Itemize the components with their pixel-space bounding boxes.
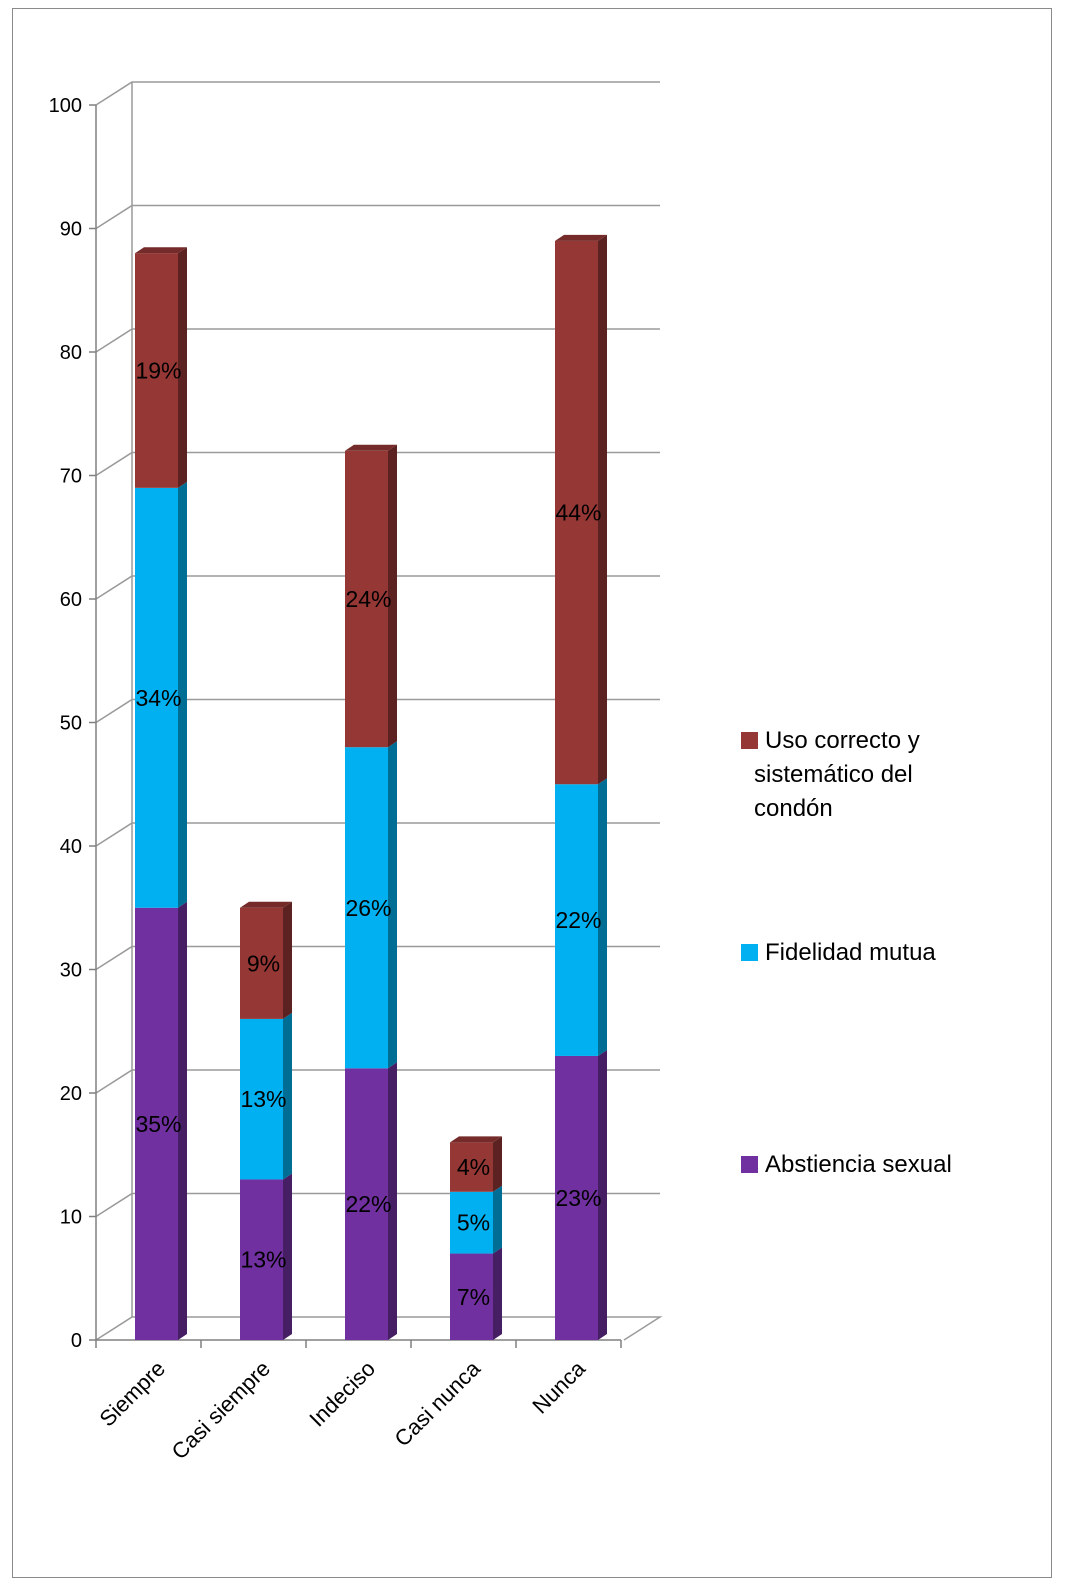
y-tick-label: 100 bbox=[49, 95, 82, 117]
category-label: Casi siempre bbox=[167, 1356, 275, 1464]
y-tick-label: 90 bbox=[60, 219, 82, 241]
bar-segment-side bbox=[598, 1049, 607, 1340]
legend-label: Fidelidad mutua bbox=[765, 939, 936, 966]
legend-label-line: Abstiencia sexual bbox=[765, 1151, 952, 1178]
bar-segment bbox=[240, 1179, 283, 1340]
data-label: 22% bbox=[555, 907, 601, 933]
legend-label-line: condón bbox=[754, 795, 833, 822]
data-label: 5% bbox=[457, 1210, 490, 1236]
bar-segment bbox=[240, 1018, 283, 1180]
y-tick-label: 40 bbox=[60, 836, 82, 858]
bar-segment-side bbox=[388, 444, 397, 748]
bar-segment bbox=[240, 907, 283, 1019]
y-tick-label: 50 bbox=[60, 713, 82, 735]
bar-segment-side bbox=[178, 481, 187, 908]
bar-segment-top bbox=[345, 444, 397, 451]
gridline bbox=[95, 1069, 660, 1094]
category-label: Siempre bbox=[94, 1356, 170, 1432]
y-tick-label: 20 bbox=[60, 1083, 82, 1105]
y-tick-label: 70 bbox=[60, 466, 82, 488]
data-label: 4% bbox=[457, 1154, 490, 1180]
bar-segment bbox=[345, 1068, 388, 1340]
legend-label-line: Uso correcto y bbox=[765, 727, 920, 754]
bar-segment bbox=[450, 1142, 493, 1192]
bar-segment bbox=[555, 240, 598, 785]
bar-segment-top bbox=[135, 247, 187, 254]
y-tick-label: 0 bbox=[71, 1330, 82, 1352]
bar-segment bbox=[345, 450, 388, 748]
data-label: 13% bbox=[240, 1247, 286, 1273]
y-tick-label: 30 bbox=[60, 960, 82, 982]
data-label: 34% bbox=[135, 685, 181, 711]
bar-segment-side bbox=[598, 778, 607, 1056]
bar-segment bbox=[450, 1253, 493, 1340]
bar-segment bbox=[135, 907, 178, 1340]
legend-label-line: Fidelidad mutua bbox=[765, 939, 936, 966]
bar-segment bbox=[135, 253, 178, 488]
gridline bbox=[95, 451, 660, 477]
category-label: Nunca bbox=[527, 1355, 590, 1418]
bar-segment-side bbox=[178, 247, 187, 488]
bar-segment-side bbox=[178, 901, 187, 1340]
bar-segment bbox=[555, 784, 598, 1056]
legend-swatch bbox=[741, 1156, 758, 1173]
bar-segment-top bbox=[555, 234, 607, 241]
category-label: Casi nunca bbox=[390, 1355, 486, 1451]
category-label: Indeciso bbox=[304, 1356, 380, 1432]
data-label: 24% bbox=[345, 586, 391, 612]
bar-segment-side bbox=[493, 1247, 502, 1340]
gridline bbox=[95, 575, 660, 600]
bar-segment-side bbox=[283, 1012, 292, 1180]
data-label: 35% bbox=[135, 1111, 181, 1137]
bar-segment-top bbox=[450, 1136, 502, 1143]
legend-swatch bbox=[741, 732, 758, 749]
bar-segment bbox=[450, 1191, 493, 1254]
data-label: 19% bbox=[135, 358, 181, 384]
gridline bbox=[95, 204, 660, 230]
gridline bbox=[95, 328, 660, 353]
bar-segment-side bbox=[283, 1173, 292, 1340]
bar-segment-side bbox=[493, 1136, 502, 1192]
legend-label: Uso correcto y sistemático del condón bbox=[754, 727, 920, 822]
bar-segment bbox=[555, 1055, 598, 1340]
data-label: 22% bbox=[345, 1191, 391, 1217]
bar-segment-side bbox=[388, 1062, 397, 1340]
y-tick-label: 60 bbox=[60, 589, 82, 611]
legend-swatch bbox=[741, 944, 758, 961]
gridline bbox=[95, 698, 660, 724]
data-label: 23% bbox=[555, 1185, 601, 1211]
data-label: 9% bbox=[247, 950, 280, 976]
data-label: 44% bbox=[555, 500, 601, 526]
data-label: 13% bbox=[240, 1086, 286, 1112]
bar-segment-side bbox=[388, 741, 397, 1069]
legend-label: Abstiencia sexual bbox=[765, 1151, 952, 1178]
data-label: 26% bbox=[345, 895, 391, 921]
bar-segment bbox=[345, 747, 388, 1069]
bar-segment-side bbox=[493, 1185, 502, 1254]
bar-segment-side bbox=[598, 234, 607, 785]
bar-segment bbox=[135, 487, 178, 908]
gridline bbox=[95, 945, 660, 971]
data-label: 7% bbox=[457, 1284, 490, 1310]
y-tick-label: 10 bbox=[60, 1207, 82, 1229]
bar-segment-side bbox=[283, 901, 292, 1019]
legend-label-line: sistemático del bbox=[754, 761, 913, 788]
bar-segment-top bbox=[240, 901, 292, 908]
gridline bbox=[95, 822, 660, 847]
gridline bbox=[95, 81, 660, 106]
y-tick-label: 80 bbox=[60, 342, 82, 364]
